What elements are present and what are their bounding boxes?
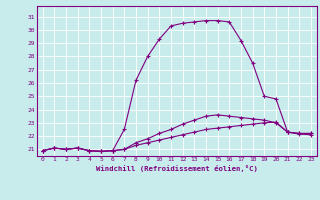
- X-axis label: Windchill (Refroidissement éolien,°C): Windchill (Refroidissement éolien,°C): [96, 165, 258, 172]
